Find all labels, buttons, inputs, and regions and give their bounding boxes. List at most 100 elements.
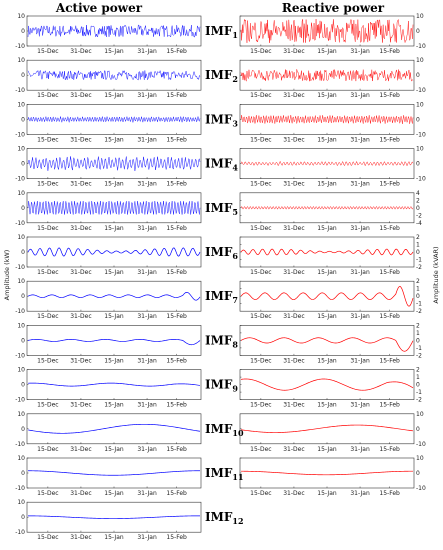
imf-label-11: IMF11 — [205, 466, 244, 482]
imf-label-base: IMF — [205, 510, 233, 524]
left-imf8-x-tick-label: 31-Dec — [70, 357, 91, 364]
imf-label-base: IMF — [205, 245, 233, 259]
right-imf8-x-tick-label: 15-Feb — [379, 357, 400, 364]
imf-label-subscript: 11 — [232, 472, 243, 482]
imf-label-2: IMF2 — [205, 68, 238, 84]
right-imf9-y-tick-label: 2 — [416, 367, 420, 374]
right-imf10-x-tick-label: 15-Jan — [317, 446, 337, 453]
right-imf8-y-tick-label: 1 — [416, 330, 420, 337]
left-imf10-y-tick-label: -10 — [15, 441, 25, 448]
left-imf1-x-tick-label: 15-Dec — [37, 48, 58, 55]
left-imf12-y-tick-label: 10 — [17, 499, 25, 506]
right-imf3-series-line — [240, 115, 414, 124]
left-imf7-x-tick-label: 15-Feb — [166, 313, 187, 320]
left-imf8-x-tick-label: 31-Jan — [137, 357, 157, 364]
left-imf5-x-tick-label: 31-Dec — [70, 225, 91, 232]
left-imf5-y-tick-label: -10 — [15, 220, 25, 227]
right-imf3-y-tick-label: 0 — [416, 116, 420, 123]
left-imf1-y-tick-label: 0 — [21, 28, 25, 35]
right-imf5-y-tick-label: 0 — [416, 205, 420, 212]
left-imf11-x-tick-label: 15-Dec — [37, 490, 58, 497]
left-imf8-y-tick-label: 0 — [21, 337, 25, 344]
right-imf8-y-tick-label: 2 — [416, 322, 420, 329]
left-imf1-y-tick-label: 10 — [17, 13, 25, 20]
right-imf10-axes-frame — [239, 413, 415, 445]
right-imf3-x-tick-label: 15-Dec — [250, 136, 271, 143]
imf-label-base: IMF — [205, 157, 233, 171]
right-imf11-x-tick-label: 15-Dec — [250, 490, 271, 497]
imf-label-base: IMF — [205, 378, 233, 392]
left-imf12-y-tick-label: -10 — [15, 529, 25, 536]
left-imf5-x-tick-label: 15-Feb — [166, 225, 187, 232]
left-imf1-y-tick-label: -10 — [15, 43, 25, 50]
right-imf3-x-tick-label: 31-Dec — [283, 136, 304, 143]
left-imf3-x-tick-label: 31-Dec — [70, 136, 91, 143]
left-imf4-x-tick-label: 15-Feb — [166, 181, 187, 188]
left-imf9-y-tick-label: -10 — [15, 397, 25, 404]
imf-label-subscript: 10 — [232, 428, 244, 438]
imf-label-subscript: 9 — [232, 384, 238, 394]
left-imf11-x-tick-label: 15-Jan — [104, 490, 124, 497]
left-imf2-x-tick-label: 15-Feb — [166, 92, 187, 99]
right-imf7-y-tick-label: -1 — [416, 301, 422, 308]
right-imf10-x-tick-label: 15-Dec — [250, 446, 271, 453]
left-imf8-x-tick-label: 15-Jan — [104, 357, 124, 364]
left-imf1-series-line — [27, 24, 201, 38]
imf-label-base: IMF — [205, 466, 233, 480]
left-imf12-y-tick-label: 0 — [21, 514, 25, 521]
right-imf5-x-tick-label: 15-Feb — [379, 225, 400, 232]
right-imf11-x-tick-label: 31-Dec — [283, 490, 304, 497]
right-imf11-y-tick-label: -10 — [416, 485, 426, 492]
left-imf9-x-tick-label: 15-Dec — [37, 402, 58, 409]
left-imf11-x-tick-label: 31-Jan — [137, 490, 157, 497]
left-column-title: Active power — [55, 1, 143, 15]
right-imf6-y-tick-label: 0 — [416, 249, 420, 256]
right-imf11-x-tick-label: 31-Jan — [350, 490, 370, 497]
imf-label-5: IMF5 — [205, 201, 238, 217]
left-imf7-x-tick-label: 31-Jan — [137, 313, 157, 320]
right-imf2-x-tick-label: 15-Feb — [379, 92, 400, 99]
right-imf8-x-tick-label: 15-Jan — [317, 357, 337, 364]
right-imf4-series-line — [240, 160, 414, 167]
left-imf12-x-tick-label: 31-Jan — [137, 534, 157, 541]
left-imf4-x-tick-label: 15-Jan — [104, 181, 124, 188]
left-imf7-y-tick-label: -10 — [15, 308, 25, 315]
left-imf4-series-line — [27, 156, 201, 171]
right-imf4-y-tick-label: 0 — [416, 161, 420, 168]
left-imf11-y-tick-label: 10 — [17, 455, 25, 462]
left-imf3-y-tick-label: 0 — [21, 116, 25, 123]
right-imf1-x-tick-label: 31-Dec — [283, 48, 304, 55]
left-imf5-x-tick-label: 15-Dec — [37, 225, 58, 232]
left-imf4-y-tick-label: 10 — [17, 146, 25, 153]
right-imf5-y-tick-label: 4 — [416, 190, 420, 197]
left-imf3-x-tick-label: 31-Jan — [137, 136, 157, 143]
left-imf10-x-tick-label: 15-Feb — [166, 446, 187, 453]
right-imf4-x-tick-label: 15-Dec — [250, 181, 271, 188]
left-imf1-x-tick-label: 31-Dec — [70, 48, 91, 55]
imf-label-base: IMF — [205, 201, 233, 215]
right-imf9-y-tick-label: 1 — [416, 374, 420, 381]
left-imf6-x-tick-label: 15-Feb — [166, 269, 187, 276]
right-imf9-x-tick-label: 31-Dec — [283, 402, 304, 409]
left-imf1-x-tick-label: 15-Feb — [166, 48, 187, 55]
right-imf6-y-tick-label: -2 — [416, 264, 422, 271]
left-imf9-y-tick-label: 0 — [21, 382, 25, 389]
right-imf10-x-tick-label: 31-Jan — [350, 446, 370, 453]
imf-label-subscript: 5 — [232, 207, 238, 217]
left-imf12-x-tick-label: 15-Feb — [166, 534, 187, 541]
left-imf11-series-line — [28, 470, 200, 476]
right-imf6-x-tick-label: 31-Jan — [350, 269, 370, 276]
right-imf6-x-tick-label: 15-Jan — [317, 269, 337, 276]
left-imf10-y-tick-label: 10 — [17, 411, 25, 418]
left-imf6-y-tick-label: -10 — [15, 264, 25, 271]
right-imf1-series-line — [240, 18, 414, 43]
left-imf10-x-tick-label: 31-Jan — [137, 446, 157, 453]
left-imf10-x-tick-label: 31-Dec — [70, 446, 91, 453]
left-imf1-x-tick-label: 31-Jan — [137, 48, 157, 55]
right-imf9-x-tick-label: 15-Feb — [379, 402, 400, 409]
right-imf10-y-tick-label: 10 — [416, 411, 424, 418]
right-imf4-x-tick-label: 31-Dec — [283, 181, 304, 188]
right-imf1-x-tick-label: 31-Jan — [350, 48, 370, 55]
